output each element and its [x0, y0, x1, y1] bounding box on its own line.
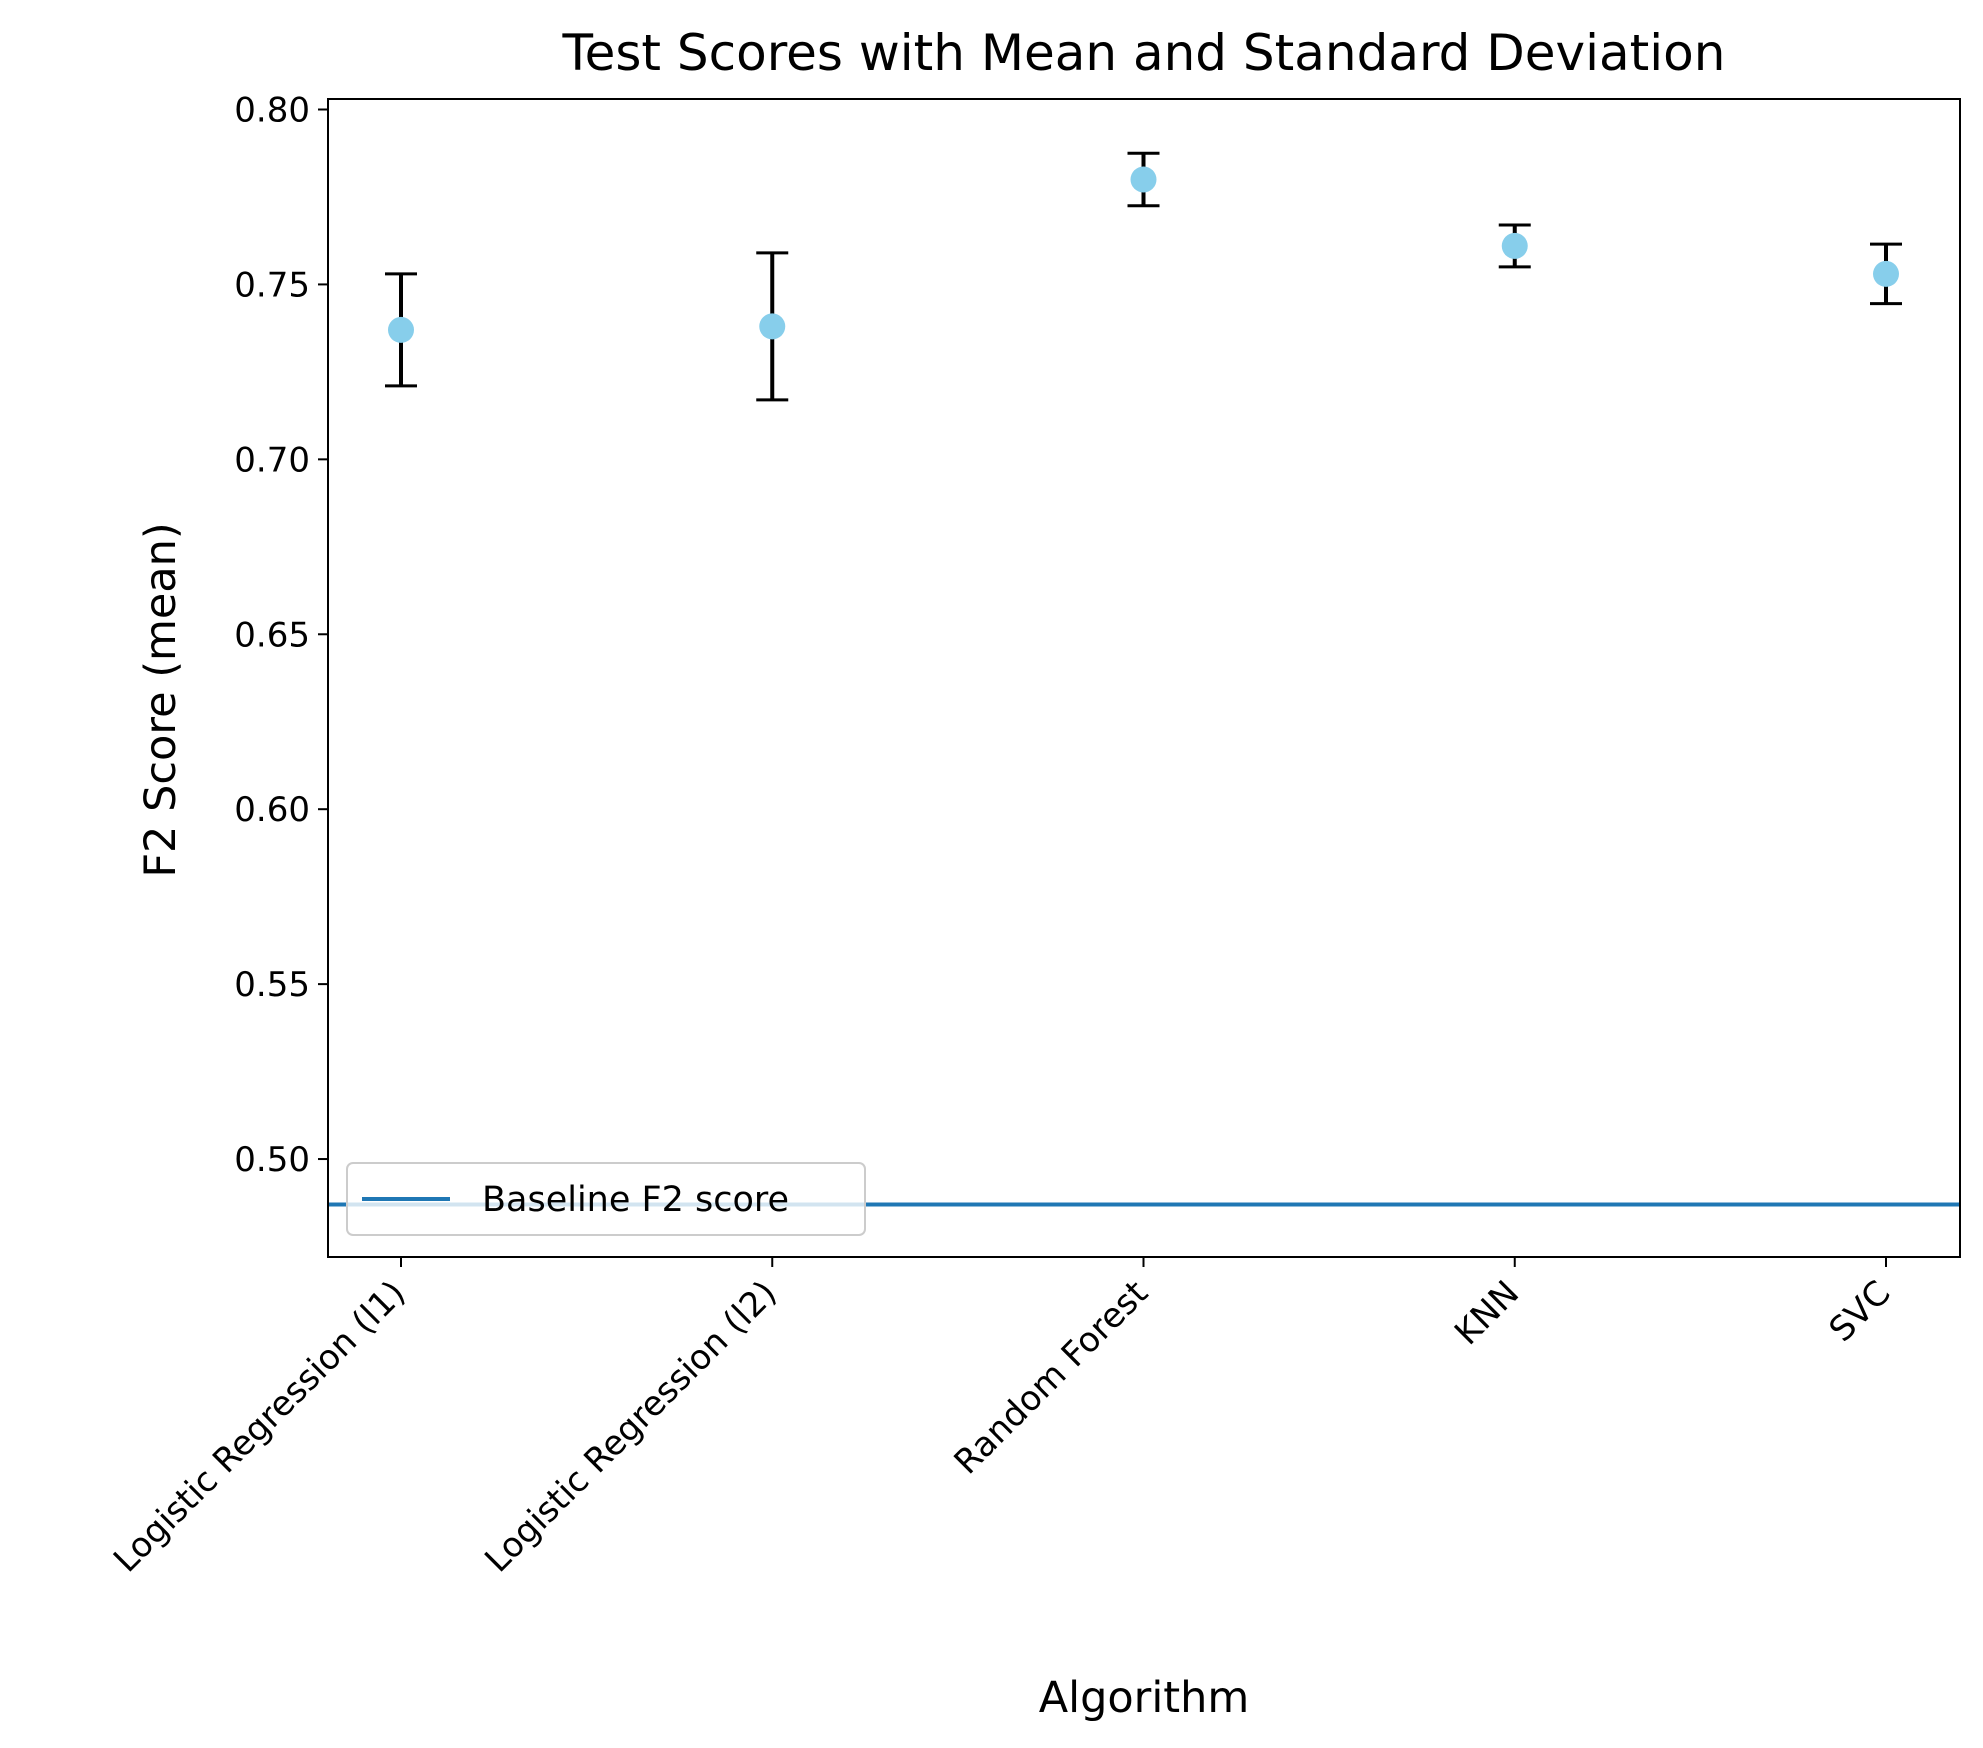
- legend: Baseline F2 score: [346, 1162, 866, 1236]
- x-tick-label: Logistic Regression (l2): [477, 1273, 784, 1580]
- data-point: [1130, 166, 1157, 193]
- x-axis-label: Algorithm: [1039, 1673, 1250, 1723]
- data-point: [759, 313, 786, 340]
- y-tick-label: 0.75: [234, 265, 310, 305]
- x-tick-label: Logistic Regression (l1): [106, 1273, 413, 1580]
- y-tick-label: 0.50: [234, 1140, 310, 1180]
- y-tick-label: 0.55: [234, 965, 310, 1005]
- chart-title: Test Scores with Mean and Standard Devia…: [562, 24, 1726, 82]
- data-marks: [385, 151, 1902, 402]
- data-point: [388, 316, 414, 343]
- plot-frame: [327, 98, 1961, 1258]
- x-axis-ticks: Logistic Regression (l1) Logistic Regress…: [106, 1257, 1898, 1580]
- x-tick-label: Random Forest: [947, 1273, 1156, 1482]
- x-tick-label: KNN: [1447, 1273, 1527, 1353]
- y-axis-label: F2 Score (mean): [136, 522, 186, 877]
- y-axis-ticks: 0.50 0.55 0.60 0.65 0.70 0.75 0.80: [234, 90, 328, 1180]
- x-tick-label: SVC: [1822, 1273, 1899, 1350]
- legend-box: [346, 1162, 866, 1236]
- y-tick-label: 0.80: [234, 90, 310, 130]
- data-point: [1873, 260, 1899, 287]
- y-tick-label: 0.65: [234, 615, 310, 655]
- y-tick-label: 0.70: [234, 440, 310, 480]
- y-tick-label: 0.60: [234, 790, 310, 830]
- legend-label-baseline: Baseline F2 score: [482, 1180, 789, 1220]
- data-point: [1501, 232, 1528, 259]
